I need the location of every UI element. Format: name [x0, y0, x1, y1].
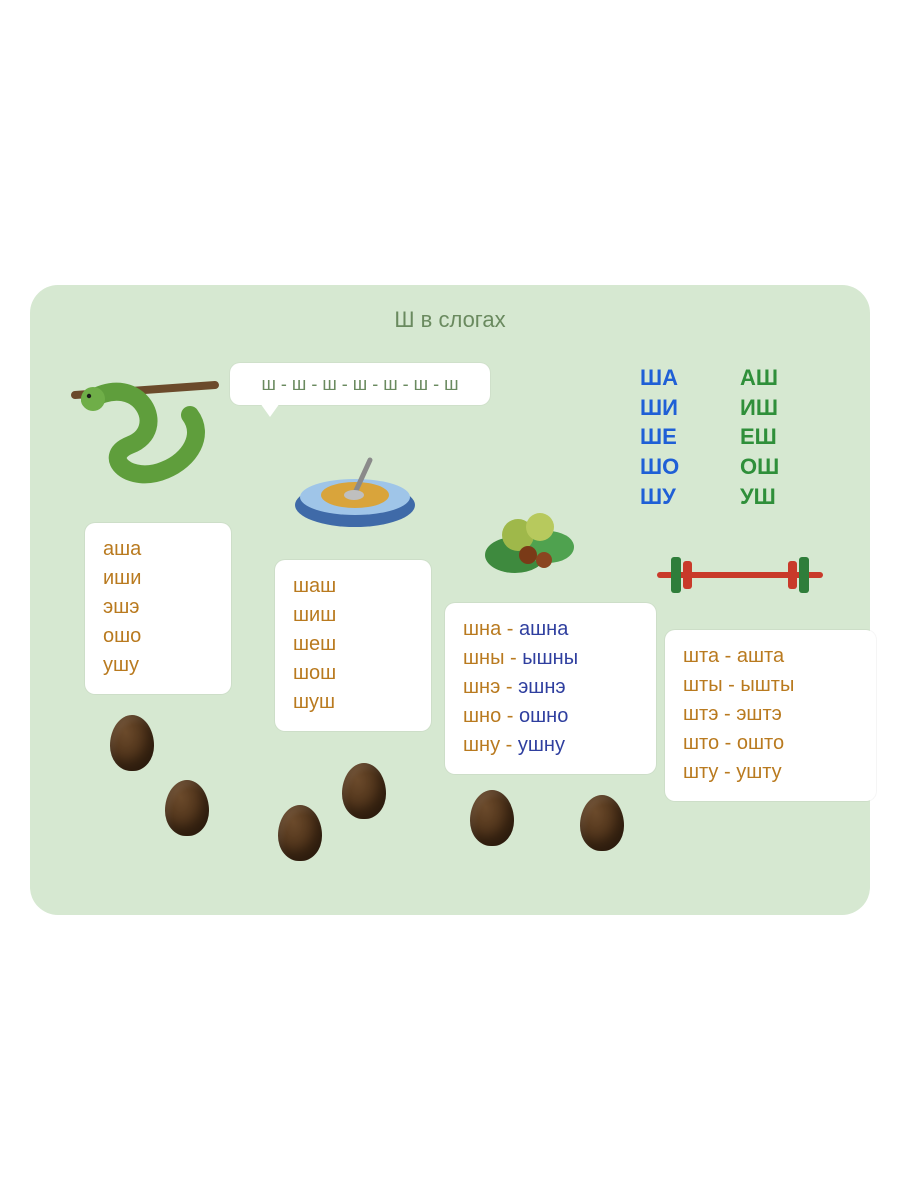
syllable-row: ШООШ	[640, 452, 840, 482]
syllable-line: шаш	[293, 572, 413, 601]
syllable-pair: шна - ашна	[463, 615, 638, 644]
syllable-left: ШО	[640, 452, 740, 482]
syllable-pair: шнэ - эшнэ	[463, 673, 638, 702]
syllable-table: ШААШШИИШШЕЕШШООШШУУШ	[640, 363, 840, 511]
syllable-box-3: шна - ашнашны - ышнышнэ - эшнэшно - ошно…	[445, 603, 656, 774]
pine-cone-icon	[342, 763, 386, 819]
card-title: Ш в слогах	[30, 307, 870, 333]
syllable-pair: што - ошто	[683, 729, 858, 758]
pine-cone-icon	[278, 805, 322, 861]
syllable-right: ОШ	[740, 452, 840, 482]
syllable-pair: шта - ашта	[683, 642, 858, 671]
pine-cone-icon	[110, 715, 154, 771]
syllable-box-1: ашаишиэшэошоушу	[85, 523, 231, 694]
syllable-pair: шту - ушту	[683, 758, 858, 787]
chestnut-icon	[470, 505, 590, 585]
syllable-pair: шну - ушну	[463, 731, 638, 760]
syllable-right: АШ	[740, 363, 840, 393]
syllable-line: иши	[103, 564, 213, 593]
syllable-row: ШААШ	[640, 363, 840, 393]
syllable-row: ШИИШ	[640, 393, 840, 423]
pine-cone-icon	[470, 790, 514, 846]
page: Ш в слогах ш - ш - ш - ш - ш - ш - ш ШАА…	[0, 0, 900, 1200]
syllable-line: эшэ	[103, 593, 213, 622]
syllable-line: ушу	[103, 651, 213, 680]
syllable-pair: штэ - эштэ	[683, 700, 858, 729]
syllable-left: ША	[640, 363, 740, 393]
syllable-right: УШ	[740, 482, 840, 512]
syllable-row: ШУУШ	[640, 482, 840, 512]
syllable-right: ЕШ	[740, 422, 840, 452]
syllable-pair: шты - ышты	[683, 671, 858, 700]
speech-bubble: ш - ш - ш - ш - ш - ш - ш	[230, 363, 490, 405]
syllable-left: ШИ	[640, 393, 740, 423]
syllable-line: шеш	[293, 630, 413, 659]
pine-cone-icon	[580, 795, 624, 851]
syllable-left: ШЕ	[640, 422, 740, 452]
syllable-left: ШУ	[640, 482, 740, 512]
syllable-line: шиш	[293, 601, 413, 630]
syllable-line: аша	[103, 535, 213, 564]
snake-icon	[70, 375, 220, 505]
bubble-text: ш - ш - ш - ш - ш - ш - ш	[261, 374, 458, 395]
syllable-box-4: шта - ашташты - ыштыштэ - эштэшто - ошто…	[665, 630, 876, 801]
syllable-line: шуш	[293, 688, 413, 717]
syllable-box-2: шашшишшешшошшуш	[275, 560, 431, 731]
syllable-line: шош	[293, 659, 413, 688]
syllable-row: ШЕЕШ	[640, 422, 840, 452]
barbell-icon	[645, 553, 835, 598]
pine-cone-icon	[165, 780, 209, 836]
syllable-pair: шно - ошно	[463, 702, 638, 731]
porridge-bowl-icon	[290, 455, 420, 535]
syllable-pair: шны - ышны	[463, 644, 638, 673]
syllable-right: ИШ	[740, 393, 840, 423]
worksheet-card: Ш в слогах ш - ш - ш - ш - ш - ш - ш ШАА…	[30, 285, 870, 915]
syllable-line: ошо	[103, 622, 213, 651]
